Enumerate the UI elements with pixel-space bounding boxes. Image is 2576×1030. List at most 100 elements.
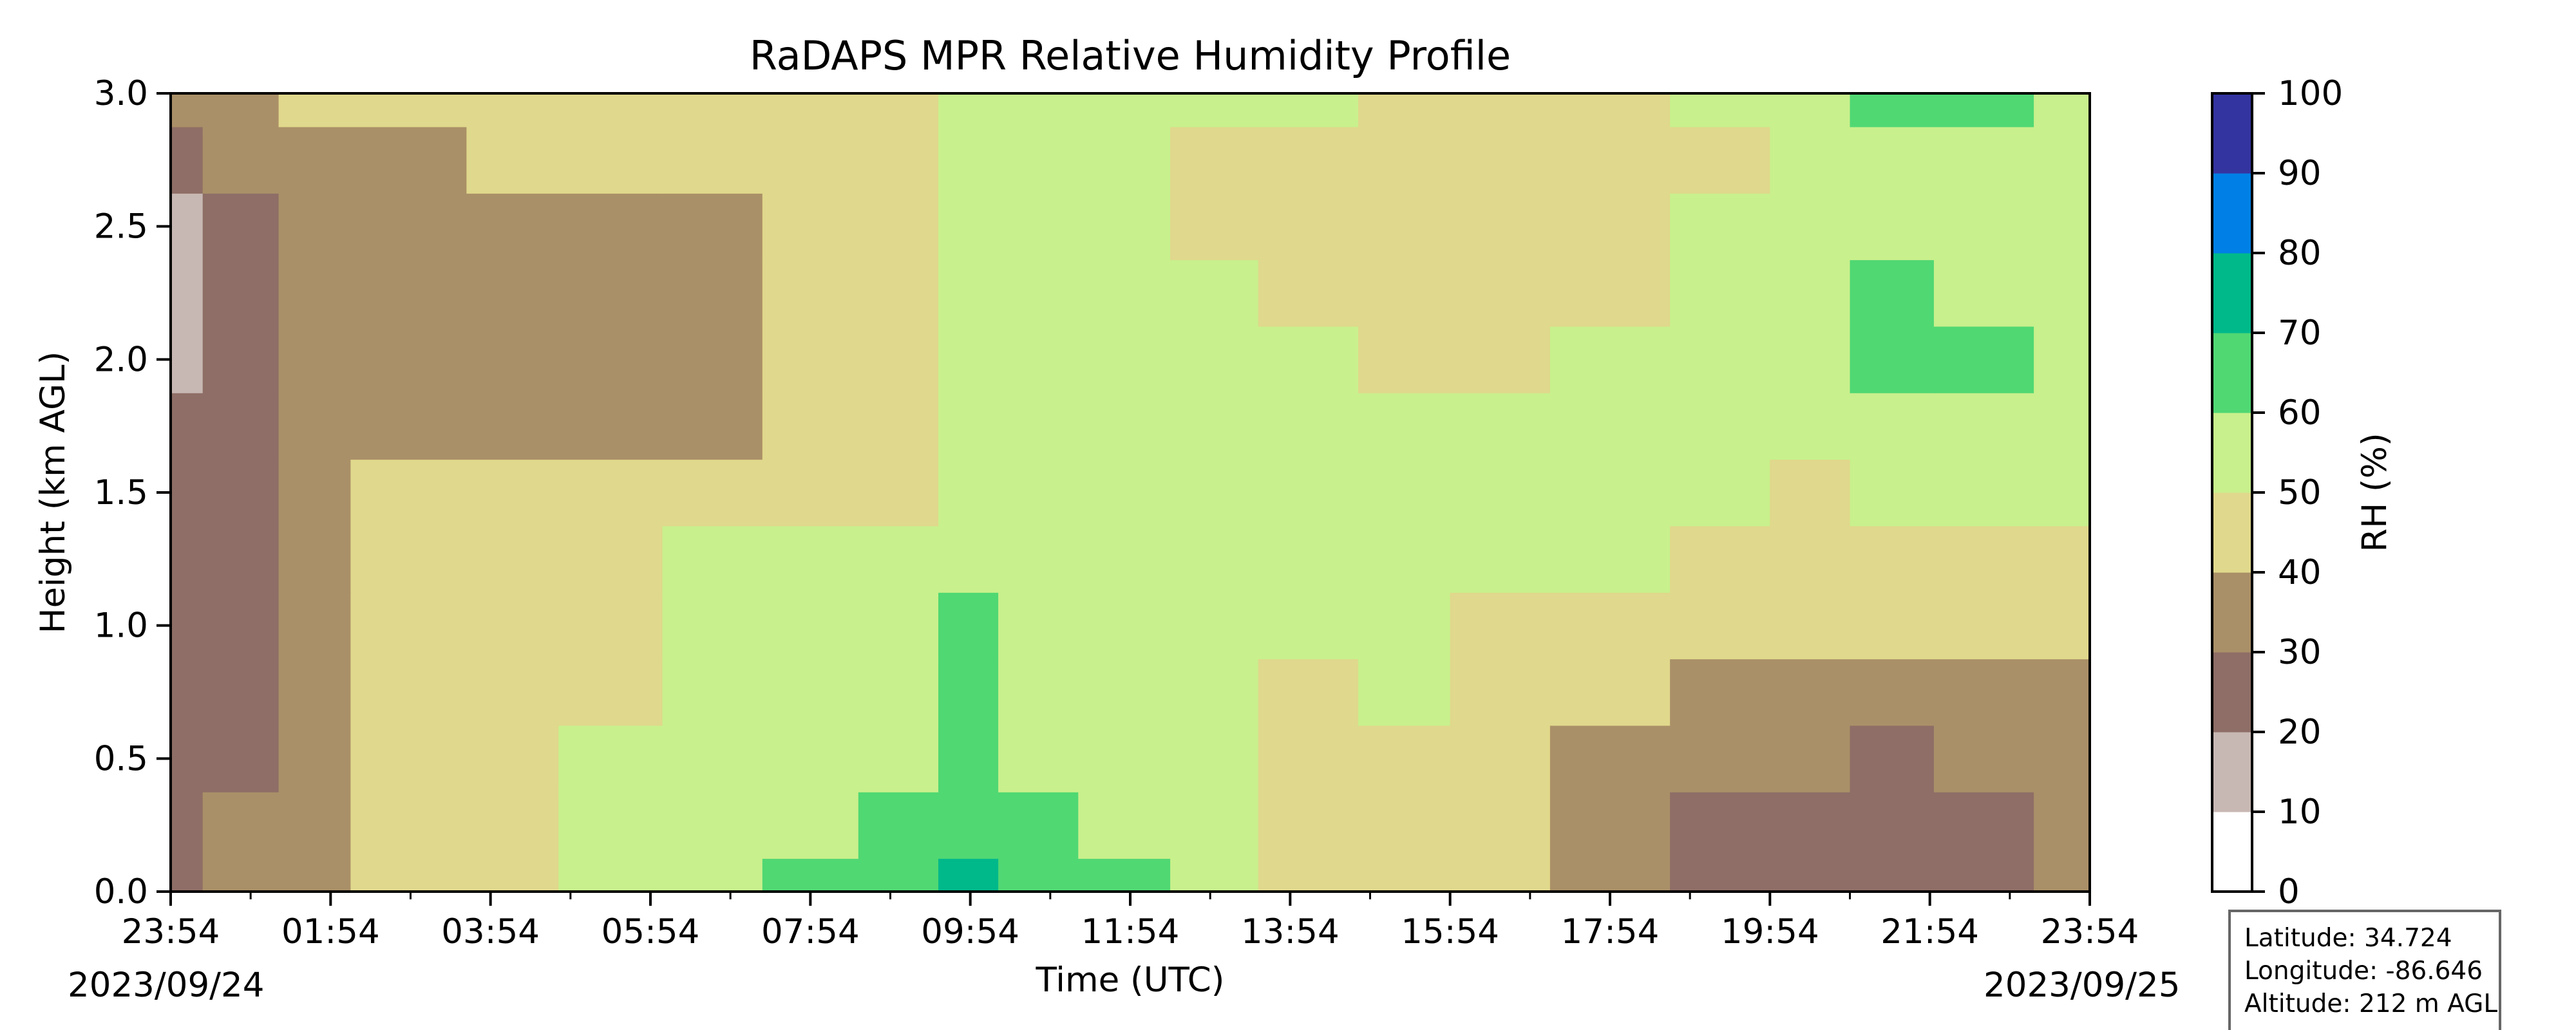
heat-cell	[1933, 259, 2034, 327]
heat-cell	[1770, 459, 1851, 527]
heat-cell	[558, 393, 663, 460]
heat-cell	[1170, 93, 1259, 127]
heat-cell	[762, 659, 859, 726]
x-tick-label: 09:54	[921, 912, 1019, 951]
x-tick-label: 11:54	[1081, 912, 1180, 951]
heat-cell	[1258, 326, 1359, 393]
heat-cell	[1770, 592, 1851, 660]
heat-cell	[1170, 858, 1259, 892]
heat-cell	[1170, 525, 1259, 593]
heat-cell	[278, 659, 352, 726]
heat-cell	[858, 525, 939, 593]
heat-cell	[466, 725, 559, 792]
heat-cell	[662, 459, 763, 527]
heat-cell	[1078, 259, 1171, 327]
heat-cell	[278, 792, 352, 859]
heat-cell	[998, 858, 1079, 892]
chart-title: RaDAPS MPR Relative Humidity Profile	[750, 32, 1511, 79]
heat-cell	[1770, 259, 1851, 327]
heat-cell	[1933, 525, 2034, 593]
colorbar-tick-label: 100	[2278, 74, 2343, 113]
heat-cell	[1258, 459, 1359, 527]
heat-cell	[662, 725, 763, 792]
heat-cell	[171, 592, 204, 660]
heat-cell	[1770, 126, 1851, 194]
heat-cell	[350, 259, 403, 327]
heat-cell	[1549, 858, 1671, 892]
colorbar-segment	[2212, 333, 2252, 413]
y-tick-label: 2.0	[94, 340, 148, 379]
heat-cell	[858, 326, 939, 393]
heat-cell	[998, 459, 1079, 527]
heat-cell	[558, 725, 663, 792]
heat-cell	[350, 725, 403, 792]
heat-cell	[402, 659, 468, 726]
heat-cell	[2034, 858, 2090, 892]
heat-cell	[1450, 259, 1551, 327]
heat-cell	[1450, 525, 1551, 593]
heat-cell	[171, 259, 204, 327]
heat-cell	[1258, 93, 1359, 127]
heat-cell	[402, 193, 468, 261]
heat-cell	[278, 858, 352, 892]
heat-cell	[1078, 326, 1171, 393]
heat-cell	[1770, 93, 1851, 127]
colorbar-segment	[2212, 413, 2252, 493]
colorbar-segment	[2212, 652, 2252, 733]
info-box: Latitude: 34.724 Longitude: -86.646 Alti…	[2228, 910, 2501, 1030]
heat-cell	[1078, 193, 1171, 261]
heat-cell	[1850, 393, 1935, 460]
heat-cell	[1770, 659, 1851, 726]
heat-cell	[1850, 193, 1935, 261]
heat-cell	[202, 858, 279, 892]
heat-cell	[202, 792, 279, 859]
heat-cell	[998, 725, 1079, 792]
heat-cell	[1170, 259, 1259, 327]
colorbar-segment	[2212, 812, 2252, 892]
heat-cell	[938, 259, 999, 327]
heat-cell	[662, 193, 763, 261]
heat-cell	[1450, 592, 1551, 660]
heat-cell	[762, 326, 859, 393]
x-tick-label: 01:54	[281, 912, 380, 951]
y-tick-label: 0.0	[94, 872, 148, 912]
x-tick-label: 23:54	[2041, 912, 2139, 951]
heat-cell	[402, 792, 468, 859]
heat-cell	[938, 193, 999, 261]
heat-cell	[762, 93, 859, 127]
heat-cell	[1078, 393, 1171, 460]
heat-cell	[1670, 592, 1771, 660]
heat-cell	[278, 725, 352, 792]
heat-cell	[858, 659, 939, 726]
heat-cell	[466, 126, 559, 194]
x-tick-label: 21:54	[1880, 912, 1979, 951]
colorbar-tick-label: 60	[2278, 393, 2321, 433]
heat-cell	[1450, 725, 1551, 792]
heat-cell	[402, 525, 468, 593]
heat-cell	[171, 858, 204, 892]
y-tick-label: 0.5	[94, 739, 148, 778]
heat-cell	[762, 259, 859, 327]
heat-cell	[350, 326, 403, 393]
x-tick-label: 07:54	[761, 912, 860, 951]
heat-cell	[402, 259, 468, 327]
heat-cell	[1358, 858, 1451, 892]
heat-cell	[1549, 193, 1671, 261]
heat-cell	[1170, 725, 1259, 792]
heat-cell	[662, 792, 763, 859]
heat-cell	[2034, 93, 2090, 127]
heat-cell	[662, 858, 763, 892]
heat-cell	[1450, 858, 1551, 892]
heat-cell	[1549, 126, 1671, 194]
heat-cell	[350, 126, 403, 194]
heat-cell	[858, 259, 939, 327]
heat-cell	[1078, 459, 1171, 527]
heat-cell	[662, 259, 763, 327]
heat-cell	[1770, 858, 1851, 892]
colorbar-tick-label: 10	[2278, 792, 2321, 832]
heat-cell	[202, 93, 279, 127]
heat-cell	[762, 459, 859, 527]
heat-cell	[998, 126, 1079, 194]
heat-cell	[350, 393, 403, 460]
heat-cell	[1450, 459, 1551, 527]
